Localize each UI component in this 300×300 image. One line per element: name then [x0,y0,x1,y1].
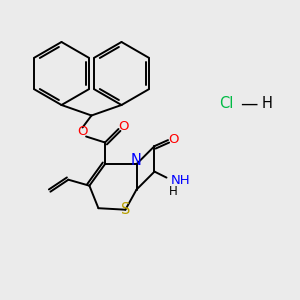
Text: O: O [77,125,88,139]
Text: H: H [262,96,272,111]
Text: —: — [240,94,258,112]
Text: S: S [121,202,130,217]
Text: N: N [131,153,142,168]
Text: Cl: Cl [219,96,234,111]
Text: O: O [168,133,178,146]
Text: H: H [169,185,178,199]
Text: NH: NH [171,174,190,187]
Text: O: O [118,120,128,133]
